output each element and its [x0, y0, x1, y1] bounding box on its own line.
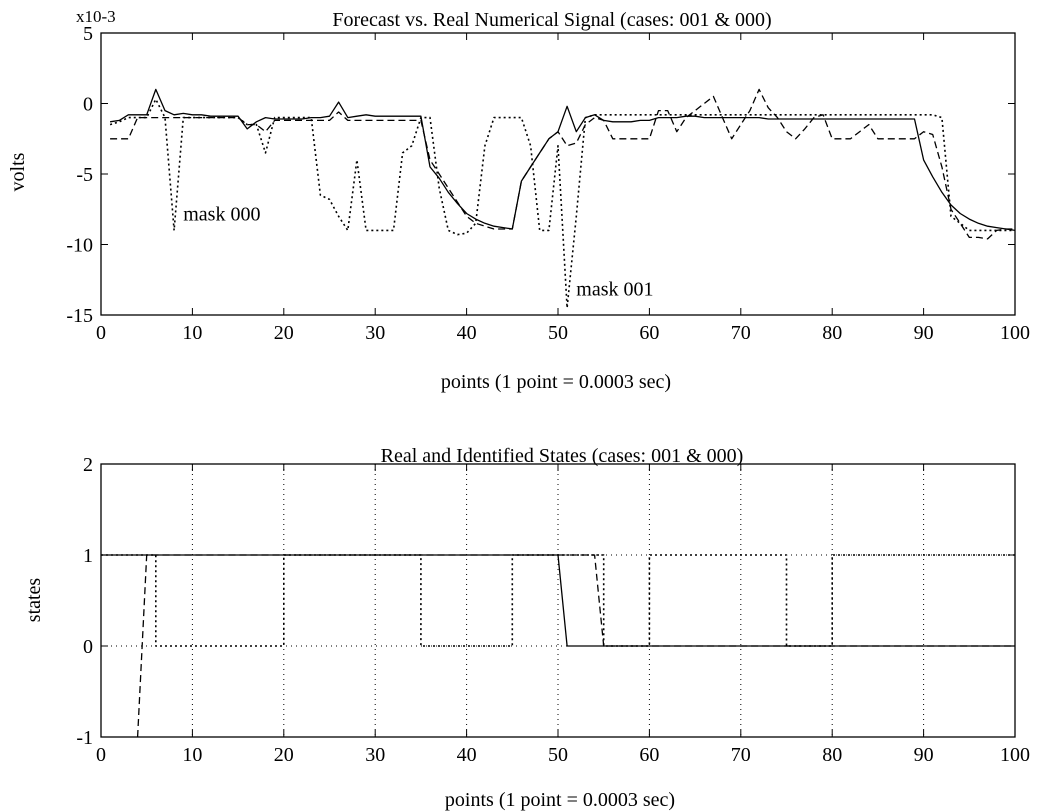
signal-x-tick-label: 50: [548, 322, 568, 344]
states-x-tick-label: 40: [457, 744, 477, 766]
states-series-line-dashed: [136, 554, 1015, 738]
states-x-tick-label: 90: [914, 744, 934, 766]
states-x-tick-label: 50: [548, 744, 568, 766]
signal-chart: Forecast vs. Real Numerical Signal (case…: [7, 7, 1030, 393]
states-chart-title: Real and Identified States (cases: 001 &…: [381, 445, 744, 467]
states-chart-ylabel: states: [23, 578, 45, 623]
signal-x-tick-label: 40: [457, 322, 477, 344]
states-x-tick-label: 100: [1000, 744, 1030, 766]
signal-x-tick-label: 0: [96, 322, 106, 344]
signal-chart-xlabel: points (1 point = 0.0003 sec): [441, 371, 671, 393]
states-x-tick-label: 20: [274, 744, 294, 766]
states-x-tick-label: 70: [731, 744, 751, 766]
states-y-tick-label: 0: [83, 636, 93, 658]
signal-annotation: mask 001: [576, 278, 653, 300]
signal-x-tick-label: 100: [1000, 322, 1030, 344]
signal-chart-ylabel: volts: [7, 152, 29, 191]
signal-x-tick-label: 90: [914, 322, 934, 344]
states-y-tick-label: 1: [83, 545, 93, 567]
signal-series-line-dotted: [109, 98, 1015, 309]
signal-y-tick-label: 0: [83, 94, 93, 116]
states-x-tick-label: 30: [365, 744, 385, 766]
states-x-tick-label: 10: [182, 744, 202, 766]
signal-series-line-dashed: [110, 88, 1015, 240]
signal-x-tick-label: 70: [731, 322, 751, 344]
states-series-line-solid: [101, 554, 1015, 647]
signal-x-tick-label: 10: [182, 322, 202, 344]
signal-y-tick-label: -15: [66, 305, 93, 327]
states-series-line-dotted: [101, 554, 1015, 647]
signal-y-tick-label: -5: [76, 164, 93, 186]
states-chart: Real and Identified States (cases: 001 &…: [23, 445, 1030, 811]
states-x-tick-label: 60: [639, 744, 659, 766]
signal-y-tick-label: -10: [66, 235, 93, 257]
states-x-tick-label: 0: [96, 744, 106, 766]
states-y-tick-label: -1: [76, 727, 93, 749]
states-x-tick-label: 80: [822, 744, 842, 766]
signal-series-line-solid: [110, 88, 1016, 232]
signal-chart-scale-label: x10-3: [76, 7, 116, 26]
signal-chart-title: Forecast vs. Real Numerical Signal (case…: [332, 9, 771, 31]
states-chart-xlabel: points (1 point = 0.0003 sec): [445, 789, 675, 811]
signal-annotation: mask 000: [183, 204, 260, 226]
signal-plot-frame: [100, 32, 1016, 316]
signal-y-tick-label: 5: [83, 23, 93, 45]
signal-x-tick-label: 20: [274, 322, 294, 344]
signal-x-tick-label: 80: [822, 322, 842, 344]
signal-x-tick-label: 30: [365, 322, 385, 344]
states-y-tick-label: 2: [83, 454, 93, 476]
signal-x-tick-label: 60: [639, 322, 659, 344]
